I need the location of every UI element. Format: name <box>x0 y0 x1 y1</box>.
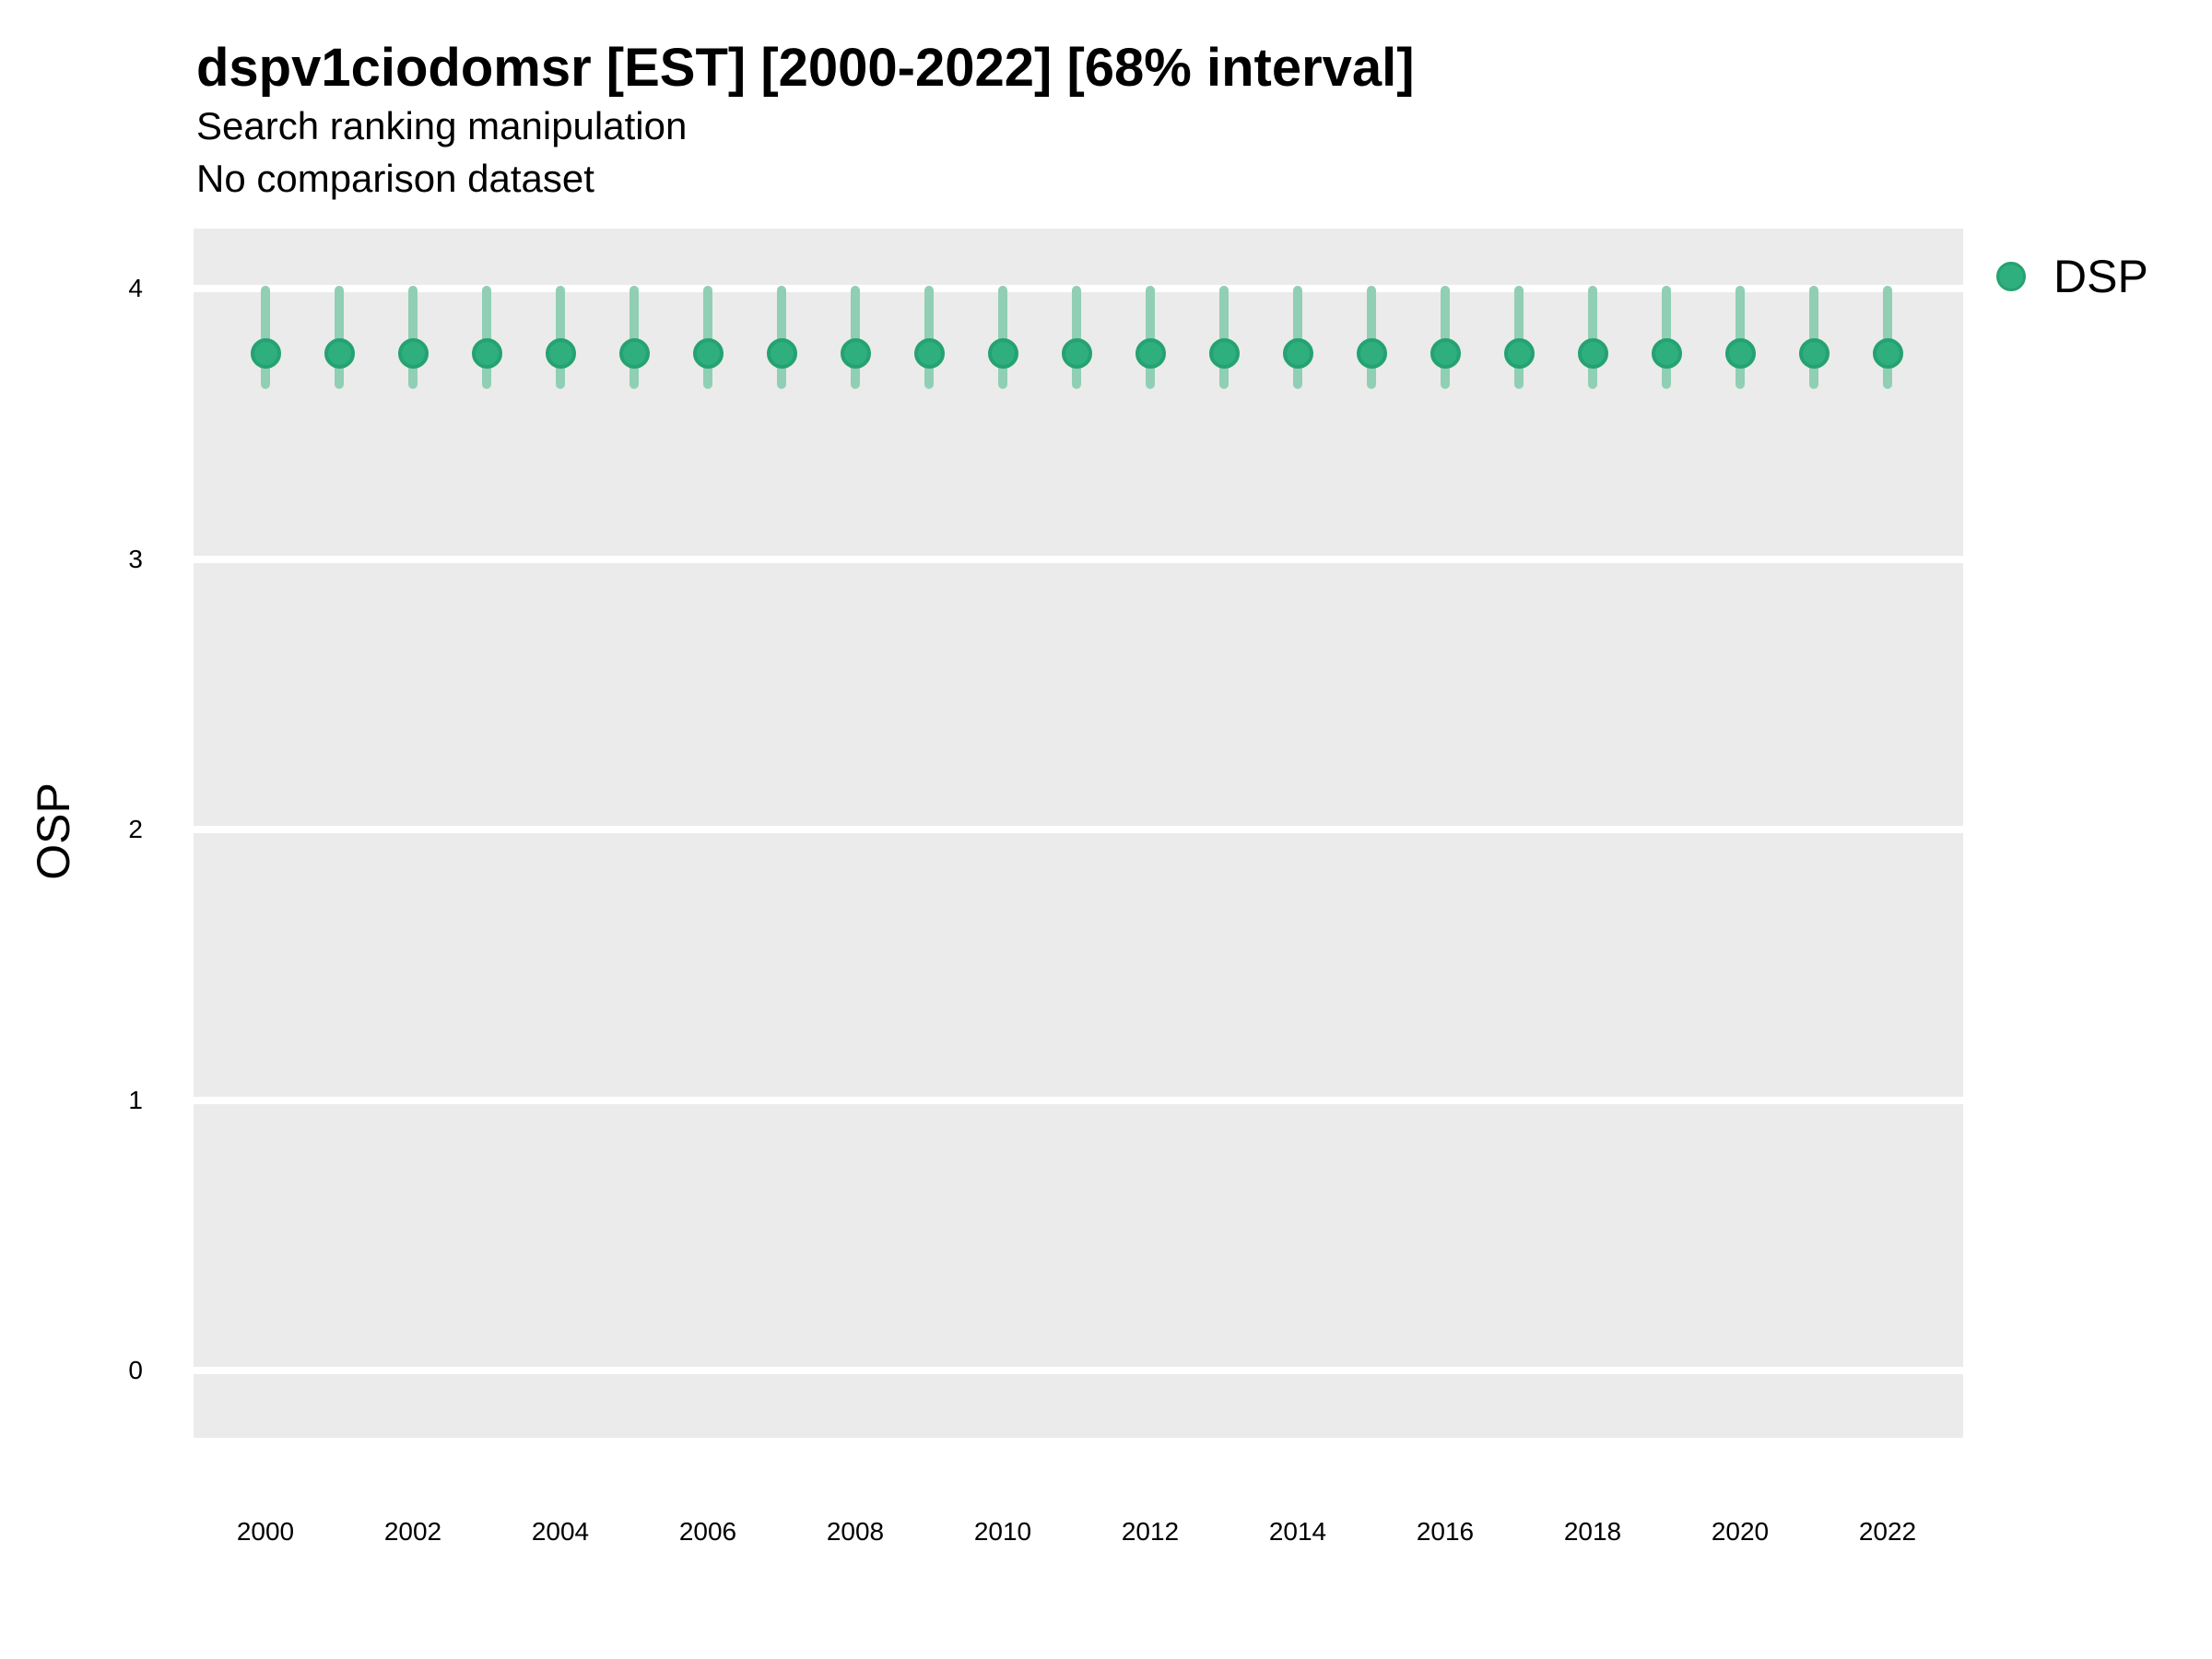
interval-bar-2004 <box>556 286 565 389</box>
x-tick-label-2008: 2008 <box>826 1517 885 1546</box>
data-point-2001 <box>324 337 355 369</box>
x-tick-label-2004: 2004 <box>531 1517 590 1546</box>
y-tick-label-2: 2 <box>128 815 143 843</box>
data-point-2002 <box>397 337 429 369</box>
data-point-2019 <box>1651 337 1682 369</box>
interval-bar-2005 <box>629 286 639 389</box>
x-tick-label-2010: 2010 <box>973 1517 1032 1546</box>
data-point-2015 <box>1356 337 1387 369</box>
interval-bar-2016 <box>1441 286 1450 389</box>
data-point-2010 <box>987 337 1018 369</box>
data-point-2000 <box>250 337 281 369</box>
x-tick-label-2000: 2000 <box>236 1517 295 1546</box>
x-tick-label-2022: 2022 <box>1858 1517 1917 1546</box>
gridline-y-3 <box>194 555 1963 563</box>
data-point-2016 <box>1430 337 1461 369</box>
interval-bar-2008 <box>851 286 860 389</box>
interval-bar-2000 <box>261 286 270 389</box>
chart-subtitle-line2: No comparison dataset <box>196 157 594 200</box>
data-point-2009 <box>913 337 945 369</box>
plot-panel <box>194 229 1963 1438</box>
interval-bar-2012 <box>1146 286 1155 389</box>
data-point-2008 <box>840 337 871 369</box>
y-axis-title: OSP <box>28 782 79 880</box>
x-tick-label-2016: 2016 <box>1416 1517 1475 1546</box>
data-point-2017 <box>1503 337 1535 369</box>
chart-title: dspv1ciodomsr [EST] [2000-2022] [68% int… <box>196 38 1415 98</box>
gridline-y-0 <box>194 1367 1963 1374</box>
data-point-2004 <box>545 337 576 369</box>
data-point-2011 <box>1061 337 1092 369</box>
interval-bar-2018 <box>1588 286 1597 389</box>
y-tick-label-1: 1 <box>128 1085 143 1114</box>
interval-bar-2003 <box>482 286 491 389</box>
x-tick-label-2002: 2002 <box>383 1517 442 1546</box>
interval-bar-2002 <box>408 286 418 389</box>
data-point-2007 <box>766 337 797 369</box>
interval-bar-2017 <box>1514 286 1524 389</box>
data-point-2005 <box>618 337 650 369</box>
interval-bar-2001 <box>335 286 344 389</box>
data-point-2022 <box>1872 337 1903 369</box>
data-point-2018 <box>1577 337 1608 369</box>
data-point-2006 <box>692 337 724 369</box>
data-point-2013 <box>1208 337 1240 369</box>
interval-bar-2009 <box>924 286 934 389</box>
legend-point-icon <box>1996 262 2026 291</box>
data-point-2014 <box>1282 337 1313 369</box>
interval-bar-2011 <box>1072 286 1081 389</box>
data-point-2020 <box>1724 337 1756 369</box>
interval-bar-2019 <box>1662 286 1671 389</box>
data-point-2003 <box>471 337 502 369</box>
interval-bar-2022 <box>1883 286 1892 389</box>
interval-bar-2014 <box>1293 286 1302 389</box>
y-tick-label-4: 4 <box>128 274 143 302</box>
interval-bar-2007 <box>777 286 786 389</box>
x-tick-label-2014: 2014 <box>1268 1517 1327 1546</box>
x-tick-label-2012: 2012 <box>1121 1517 1180 1546</box>
gridline-y-2 <box>194 826 1963 833</box>
interval-bar-2015 <box>1367 286 1376 389</box>
data-point-2012 <box>1135 337 1166 369</box>
interval-bar-2021 <box>1809 286 1818 389</box>
interval-bar-2020 <box>1735 286 1745 389</box>
x-tick-label-2020: 2020 <box>1711 1517 1770 1546</box>
x-tick-label-2006: 2006 <box>678 1517 737 1546</box>
interval-bar-2013 <box>1219 286 1229 389</box>
y-tick-label-0: 0 <box>128 1356 143 1384</box>
chart-subtitle-line1: Search ranking manipulation <box>196 104 688 147</box>
legend-label: DSP <box>2053 251 2148 302</box>
gridline-y-1 <box>194 1096 1963 1104</box>
interval-bar-2010 <box>998 286 1007 389</box>
x-tick-label-2018: 2018 <box>1563 1517 1622 1546</box>
y-tick-label-3: 3 <box>128 544 143 573</box>
data-point-2021 <box>1798 337 1830 369</box>
legend: DSP <box>1991 249 2203 308</box>
interval-bar-2006 <box>703 286 712 389</box>
